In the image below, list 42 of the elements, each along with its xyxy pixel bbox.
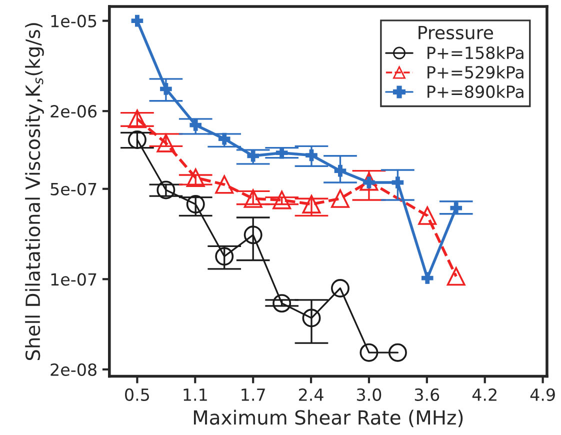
point bbox=[128, 110, 146, 128]
point bbox=[302, 308, 321, 328]
x-tick-label: 1.7 bbox=[242, 388, 265, 401]
point bbox=[215, 247, 234, 266]
legend-label: P+=890kPa bbox=[428, 85, 524, 98]
point bbox=[186, 168, 205, 187]
x-tick-label: 4.9 bbox=[530, 388, 555, 401]
point bbox=[128, 130, 146, 149]
point bbox=[215, 175, 234, 194]
x-tick-label: 0.5 bbox=[125, 388, 150, 401]
legend-title: Pressure bbox=[418, 26, 493, 40]
point bbox=[388, 343, 407, 362]
x-tick-label: 1.1 bbox=[184, 388, 207, 401]
x-tick-label: 3.6 bbox=[414, 388, 440, 401]
y-tick-label: 1e-05 bbox=[51, 14, 96, 28]
y-tick-label: 2e-08 bbox=[50, 363, 96, 376]
x-tick-label: 3.0 bbox=[356, 388, 382, 401]
point bbox=[421, 272, 434, 284]
point bbox=[418, 206, 437, 225]
point bbox=[331, 189, 350, 208]
y-tick-label: 1e-07 bbox=[51, 273, 96, 286]
point bbox=[272, 190, 292, 210]
point bbox=[272, 294, 292, 313]
legend-label: P+=529kPa bbox=[428, 66, 524, 79]
x-tick-label: 4.2 bbox=[472, 388, 496, 401]
y-tick-label: 2e-06 bbox=[50, 105, 97, 118]
point bbox=[244, 226, 262, 244]
point bbox=[360, 343, 378, 362]
point bbox=[331, 279, 350, 298]
point bbox=[186, 195, 205, 214]
x-tick-label: 2.4 bbox=[299, 388, 324, 401]
point bbox=[244, 189, 262, 208]
point bbox=[131, 14, 144, 27]
point bbox=[156, 134, 176, 152]
legend-label: P+=158kPa bbox=[428, 46, 524, 60]
x-axis-title: Maximum Shear Rate (MHz) bbox=[194, 410, 463, 428]
point bbox=[446, 267, 466, 286]
point bbox=[360, 172, 378, 191]
point bbox=[302, 195, 321, 214]
y-axis-title: Shell Dilatational Viscosity,Κ$_{s}$(kg/s) bbox=[25, 23, 44, 360]
y-tick-label: 5e-07 bbox=[50, 182, 96, 196]
point bbox=[156, 180, 176, 200]
